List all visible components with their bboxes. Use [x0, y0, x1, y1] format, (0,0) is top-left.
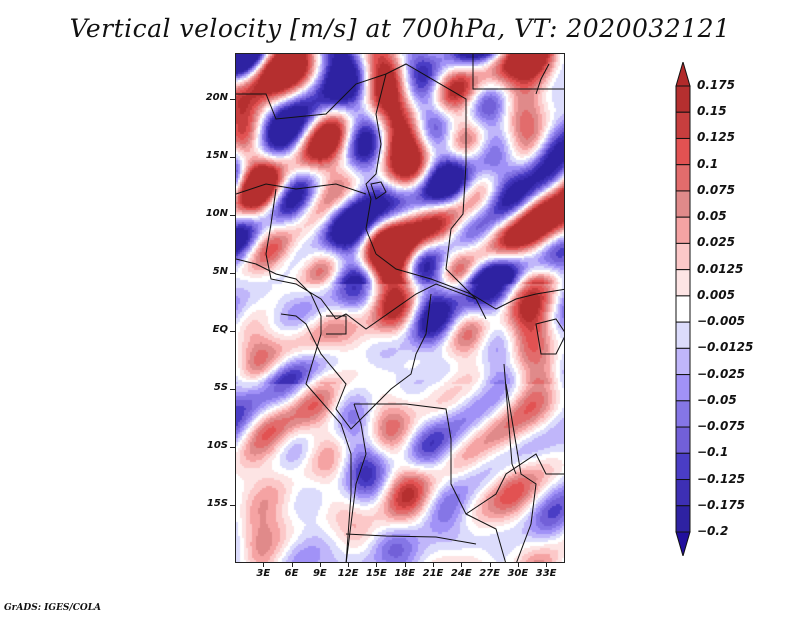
- grads-credit: GrADS: IGES/COLA: [4, 603, 101, 613]
- lake-tanganyika: [504, 364, 516, 474]
- x-tick: [490, 563, 491, 567]
- colorbar-swatch: [676, 427, 690, 453]
- y-tick: [230, 331, 235, 332]
- y-tick-label: EQ: [213, 324, 228, 335]
- x-tick-label: 33E: [531, 568, 561, 579]
- x-tick-label: 27E: [475, 568, 505, 579]
- y-tick: [230, 389, 235, 390]
- y-tick-label: 5S: [214, 382, 228, 393]
- colorbar-swatch: [676, 375, 690, 401]
- colorbar-swatch: [676, 138, 690, 164]
- border-chad-west: [366, 74, 386, 254]
- x-tick: [405, 563, 406, 567]
- colorbar-swatch: [676, 191, 690, 217]
- colorbar-label: −0.05: [697, 393, 737, 407]
- border-zambia: [466, 454, 565, 514]
- x-tick-label: 18E: [390, 568, 420, 579]
- colorbar-swatch: [676, 480, 690, 506]
- y-tick-label: 10S: [207, 440, 228, 451]
- x-tick: [376, 563, 377, 567]
- y-tick-label: 10N: [206, 208, 228, 219]
- y-tick: [230, 215, 235, 216]
- x-tick: [433, 563, 434, 567]
- colorbar-over-arrow: [676, 62, 690, 86]
- colorbar-label: −0.005: [697, 314, 745, 328]
- y-tick: [230, 447, 235, 448]
- colorbar-swatch: [676, 86, 690, 112]
- map-panel: [235, 53, 565, 563]
- colorbar-label: 0.15: [697, 104, 727, 118]
- colorbar-swatch: [676, 217, 690, 243]
- border-angola: [354, 404, 506, 563]
- y-tick-label: 20N: [206, 92, 228, 103]
- x-tick-label: 6E: [277, 568, 307, 579]
- colorbar-under-arrow: [676, 532, 690, 556]
- border-angola-west: [346, 404, 366, 563]
- colorbar-swatch: [676, 243, 690, 269]
- x-tick: [348, 563, 349, 567]
- x-tick: [546, 563, 547, 567]
- colorbar-swatch: [676, 296, 690, 322]
- x-tick-label: 3E: [248, 568, 278, 579]
- colorbar-swatch: [676, 322, 690, 348]
- colorbar-label: 0.1: [697, 157, 718, 171]
- y-tick-label: 15N: [206, 150, 228, 161]
- border-nigeria-cameroon: [266, 189, 336, 319]
- border-niger-chad: [236, 64, 466, 164]
- x-tick: [320, 563, 321, 567]
- y-tick: [230, 273, 235, 274]
- colorbar-swatch: [676, 453, 690, 479]
- colorbar-label: 0.005: [697, 288, 735, 302]
- colorbar-swatch: [676, 506, 690, 532]
- colorbar-label: 0.0125: [697, 262, 743, 276]
- y-tick: [230, 157, 235, 158]
- colorbar-label: −0.125: [697, 472, 745, 486]
- colorbar-swatch: [676, 401, 690, 427]
- x-tick-label: 15E: [361, 568, 391, 579]
- colorbar-swatch: [676, 348, 690, 374]
- y-tick: [230, 99, 235, 100]
- colorbar-label: −0.175: [697, 498, 745, 512]
- x-tick: [461, 563, 462, 567]
- x-tick: [263, 563, 264, 567]
- colorbar-label: 0.025: [697, 235, 735, 249]
- x-tick-label: 30E: [503, 568, 533, 579]
- border-drc-east: [506, 384, 536, 563]
- x-tick-label: 24E: [446, 568, 476, 579]
- country-borders: [236, 54, 565, 563]
- x-tick-label: 9E: [305, 568, 335, 579]
- x-tick-label: 21E: [418, 568, 448, 579]
- colorbar-label: −0.0125: [697, 340, 753, 354]
- colorbar-label: 0.175: [697, 78, 735, 92]
- lake-victoria: [536, 319, 565, 354]
- x-tick: [518, 563, 519, 567]
- colorbar-label: −0.2: [697, 524, 728, 538]
- colorbar-label: 0.05: [697, 209, 727, 223]
- border-niger-nigeria: [236, 184, 366, 194]
- colorbar-swatch: [676, 270, 690, 296]
- colorbar: [675, 62, 691, 556]
- colorbar-label: 0.075: [697, 183, 735, 197]
- border-chad-sudan: [446, 164, 476, 299]
- colorbar-swatch: [676, 112, 690, 138]
- colorbar-label: 0.125: [697, 130, 735, 144]
- border-angola-south: [346, 534, 476, 544]
- colorbar-label: −0.075: [697, 419, 745, 433]
- x-tick: [292, 563, 293, 567]
- y-tick-label: 15S: [207, 498, 228, 509]
- y-tick: [230, 505, 235, 506]
- coast-westafrica: [236, 259, 351, 563]
- x-tick-label: 12E: [333, 568, 363, 579]
- y-tick-label: 5N: [213, 266, 228, 277]
- border-car: [376, 254, 565, 309]
- border-libya-sudan: [473, 54, 565, 89]
- colorbar-label: −0.1: [697, 445, 728, 459]
- chart-title: Vertical velocity [m/s] at 700hPa, VT: 2…: [0, 14, 800, 43]
- colorbar-label: −0.025: [697, 367, 745, 381]
- lake-chad: [371, 182, 386, 199]
- colorbar-swatch: [676, 165, 690, 191]
